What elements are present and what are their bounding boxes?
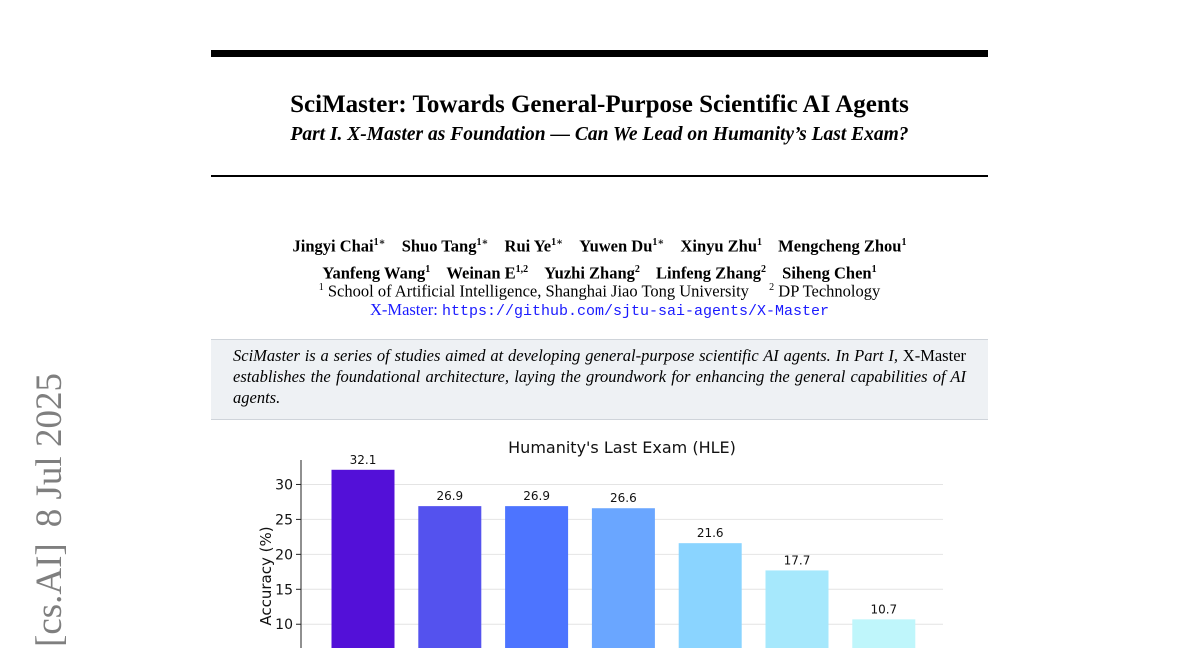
author: Weinan E1,2 (446, 263, 529, 282)
chart-value-labels: 32.1 26.9 26.9 26.6 21.6 17.7 10.7 (350, 453, 898, 617)
author: Linfeng Zhang2 (656, 263, 767, 282)
author: Rui Ye1∗ (504, 236, 564, 256)
author-list: Jingyi Chai1∗ Shuo Tang1∗ Rui Ye1∗ Yuwen… (211, 231, 988, 284)
author: Shuo Tang1∗ (401, 236, 489, 256)
bar-value-label: 21.6 (697, 526, 724, 540)
abstract-box: SciMaster is a series of studies aimed a… (211, 339, 988, 420)
author: Yuzhi Zhang2 (544, 263, 640, 282)
bar (418, 506, 482, 648)
chart-title: Humanity's Last Exam (HLE) (508, 438, 736, 457)
bar (331, 469, 395, 648)
arxiv-side-stamp: [cs.AI] 8 Jul 2025 (29, 373, 70, 647)
author: Yuwen Du1∗ (579, 236, 665, 256)
y-tick-label: 10 (275, 617, 293, 633)
bar-value-label: 10.7 (870, 602, 897, 616)
bar-value-label: 26.9 (523, 489, 550, 503)
author: Xinyu Zhu1 (680, 236, 763, 256)
bar (591, 508, 655, 648)
arxiv-category: [cs.AI] (29, 543, 70, 647)
top-rule (211, 50, 988, 57)
bar-value-label: 17.7 (784, 553, 811, 567)
author-line-2: Yanfeng Wang1 Weinan E1,2 Yuzhi Zhang2 L… (211, 258, 988, 285)
author: Jingyi Chai1∗ (292, 236, 386, 256)
bar (852, 619, 916, 648)
arxiv-date: 8 Jul 2025 (29, 373, 70, 528)
code-link-url[interactable]: https://github.com/sjtu-sai-agents/X-Mas… (441, 303, 830, 320)
paper-subtitle: Part I. X-Master as Foundation — Can We … (290, 124, 909, 145)
chart-y-ticks: 10 15 20 25 30 (275, 477, 301, 633)
hle-bar-chart: 32.126.9 26.9 26.621.617.710.7 1015202530 … (257, 438, 943, 648)
affiliations: 1 School of Artificial Intelligence, Sha… (318, 281, 881, 301)
author: Yanfeng Wang1 (322, 263, 431, 282)
affiliation-1: School of Artificial Intelligence, Shang… (327, 281, 749, 301)
y-tick-label: 20 (275, 547, 293, 563)
code-link[interactable]: X-Master: https://github.com/sjtu-sai-ag… (211, 299, 988, 323)
bar (505, 506, 569, 648)
author-line-1: Jingyi Chai1∗ Shuo Tang1∗ Rui Ye1∗ Yuwen… (211, 231, 988, 258)
y-tick-label: 25 (275, 512, 293, 528)
bar-value-label: 32.1 (350, 453, 377, 467)
affiliation-2: DP Technology (778, 281, 881, 301)
bar (678, 543, 742, 648)
chart-y-axis-label: Accuracy (%) (257, 526, 275, 625)
y-tick-label: 15 (275, 582, 293, 598)
author: Siheng Chen1 (782, 263, 877, 282)
author: Mengcheng Zhou1 (778, 236, 907, 256)
title-rule (211, 175, 988, 177)
bar (765, 570, 829, 648)
bar-value-label: 26.6 (610, 491, 637, 505)
code-link-label: X-Master: (369, 300, 438, 319)
y-tick-label: 30 (275, 477, 293, 493)
bar-value-label: 26.9 (436, 489, 463, 503)
chart-bars (331, 469, 916, 648)
paper-title: SciMaster: Towards General-Purpose Scien… (290, 91, 909, 118)
